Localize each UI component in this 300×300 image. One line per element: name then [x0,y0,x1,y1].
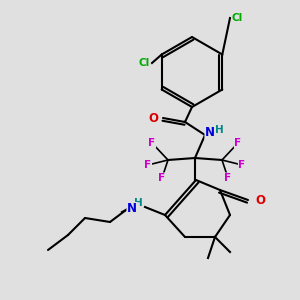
Text: F: F [144,160,152,170]
Text: F: F [238,160,246,170]
Text: Cl: Cl [232,13,243,23]
Text: O: O [148,112,158,124]
Text: F: F [158,173,166,183]
Text: H: H [215,125,224,135]
Text: N: N [205,125,215,139]
Text: F: F [234,138,242,148]
Text: O: O [255,194,265,206]
Text: Cl: Cl [139,58,150,68]
Text: F: F [148,138,156,148]
Text: H: H [134,198,142,208]
Text: F: F [224,173,232,183]
Text: N: N [127,202,137,215]
